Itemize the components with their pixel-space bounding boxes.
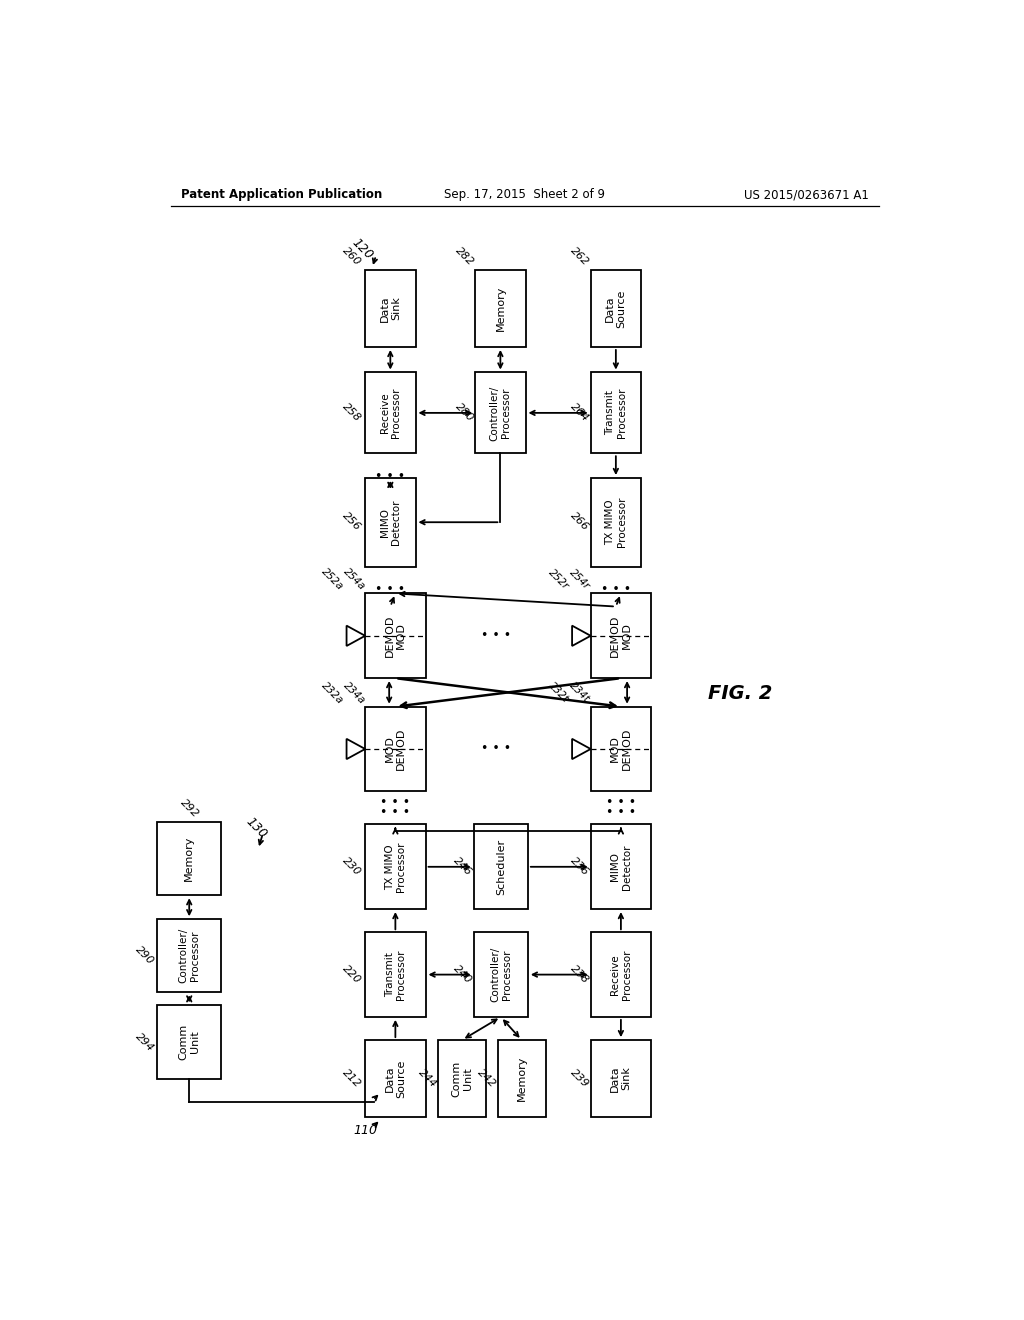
Bar (591, 706, 651, 791)
Text: 254r: 254r (567, 568, 592, 591)
Bar (591, 594, 651, 678)
Bar (366, 478, 416, 566)
Bar (591, 825, 651, 909)
Text: Data
Source: Data Source (605, 289, 627, 327)
Text: 280: 280 (454, 401, 475, 424)
Text: 240: 240 (452, 964, 474, 986)
Text: 258: 258 (340, 401, 362, 424)
Bar (158, 1006, 221, 1078)
Bar (366, 372, 416, 453)
Bar (591, 478, 641, 566)
Text: 110: 110 (353, 1123, 377, 1137)
Text: 266: 266 (568, 511, 591, 533)
Bar (498, 1040, 546, 1117)
Text: 254a: 254a (341, 566, 368, 593)
Text: TX MIMO
Processor: TX MIMO Processor (385, 842, 407, 892)
Bar (366, 271, 416, 347)
Text: • • •: • • • (380, 796, 411, 809)
Bar (366, 825, 426, 909)
Text: Memory: Memory (517, 1056, 526, 1101)
Text: Data
Sink: Data Sink (380, 296, 401, 322)
Text: MOD
DEMOD: MOD DEMOD (610, 727, 632, 770)
Text: 238: 238 (568, 964, 591, 986)
Text: 262: 262 (568, 246, 591, 267)
Text: 236: 236 (568, 855, 591, 878)
Text: Controller/
Processor: Controller/ Processor (489, 946, 512, 1002)
Text: Controller/
Processor: Controller/ Processor (489, 385, 511, 441)
Text: 290: 290 (134, 945, 156, 966)
Text: Receive
Processor: Receive Processor (610, 949, 632, 999)
Text: • • •: • • • (606, 796, 636, 809)
Text: 234t: 234t (567, 681, 592, 705)
Text: MOD
DEMOD: MOD DEMOD (385, 727, 407, 770)
Text: 256: 256 (340, 511, 362, 533)
Text: 232t: 232t (546, 681, 570, 705)
Bar (591, 372, 641, 453)
Text: TX MIMO
Processor: TX MIMO Processor (605, 496, 627, 548)
Text: 232a: 232a (319, 680, 345, 706)
Text: • • •: • • • (375, 583, 406, 597)
Text: Controller/
Processor: Controller/ Processor (178, 928, 200, 983)
Text: Memory: Memory (184, 836, 195, 882)
Bar (591, 1040, 651, 1117)
Bar (438, 1040, 486, 1117)
Text: 246: 246 (452, 855, 474, 878)
Text: 252a: 252a (319, 566, 345, 593)
Text: FIG. 2: FIG. 2 (708, 684, 772, 704)
Text: Comm
Unit: Comm Unit (452, 1060, 473, 1097)
Bar (366, 594, 426, 678)
Text: 120: 120 (350, 236, 376, 263)
Text: 292: 292 (178, 797, 201, 820)
Text: MIMO
Detector: MIMO Detector (380, 499, 401, 545)
Text: • • •: • • • (380, 807, 411, 820)
Text: DEMOD
MOD: DEMOD MOD (385, 615, 407, 657)
Text: 239: 239 (568, 1068, 591, 1089)
Text: 230: 230 (340, 855, 362, 878)
Text: Data
Source: Data Source (385, 1060, 407, 1098)
Text: • • •: • • • (375, 470, 406, 483)
Text: Memory: Memory (496, 286, 506, 331)
Text: 220: 220 (340, 964, 362, 986)
Bar (158, 919, 221, 993)
Text: Patent Application Publication: Patent Application Publication (180, 187, 382, 201)
Text: Scheduler: Scheduler (496, 838, 506, 895)
Bar (366, 932, 426, 1016)
Text: Receive
Processor: Receive Processor (380, 388, 401, 438)
Text: • • •: • • • (481, 630, 511, 643)
Bar (158, 822, 221, 895)
Bar (366, 1040, 426, 1117)
Text: • • •: • • • (606, 807, 636, 820)
Text: • • •: • • • (481, 742, 511, 755)
Text: Transmit
Processor: Transmit Processor (385, 949, 407, 999)
Text: 130: 130 (243, 816, 269, 841)
Bar (591, 271, 641, 347)
Text: 244: 244 (416, 1068, 438, 1089)
Text: MIMO
Detector: MIMO Detector (610, 843, 632, 890)
Bar (475, 372, 525, 453)
Text: 282: 282 (454, 246, 475, 267)
Text: 212: 212 (340, 1068, 362, 1089)
Text: Comm
Unit: Comm Unit (178, 1024, 200, 1060)
Bar (474, 932, 528, 1016)
Text: US 2015/0263671 A1: US 2015/0263671 A1 (744, 187, 869, 201)
Text: 234a: 234a (341, 680, 368, 706)
Bar (474, 825, 528, 909)
Text: 260: 260 (340, 246, 362, 267)
Text: Data
Sink: Data Sink (610, 1065, 632, 1092)
Text: 242: 242 (476, 1068, 498, 1089)
Text: 252r: 252r (546, 568, 570, 591)
Text: • • •: • • • (601, 583, 631, 597)
Text: Transmit
Processor: Transmit Processor (605, 388, 627, 438)
Bar (475, 271, 525, 347)
Text: Sep. 17, 2015  Sheet 2 of 9: Sep. 17, 2015 Sheet 2 of 9 (444, 187, 605, 201)
Text: 294: 294 (134, 1031, 156, 1053)
Bar (366, 706, 426, 791)
Bar (591, 932, 651, 1016)
Text: DEMOD
MOD: DEMOD MOD (610, 615, 632, 657)
Text: 264: 264 (568, 401, 591, 424)
